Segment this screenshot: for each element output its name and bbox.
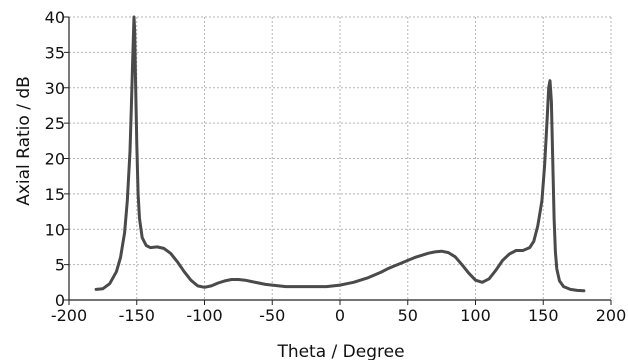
x-tick-label: 200 <box>596 306 627 325</box>
x-axis-title: Theta / Degree <box>276 342 404 360</box>
x-tick-label: 150 <box>528 306 559 325</box>
x-tick-label: -200 <box>51 306 87 325</box>
grid <box>69 17 611 300</box>
x-tick-label: 100 <box>460 306 491 325</box>
x-tick-label: 50 <box>398 306 418 325</box>
x-tick-label: -100 <box>186 306 222 325</box>
y-tick-label: 5 <box>55 256 65 275</box>
y-tick-label: 30 <box>45 79 65 98</box>
y-tick-label: 15 <box>45 185 65 204</box>
y-tick-label: 20 <box>45 150 65 169</box>
x-tick-label: 0 <box>335 306 345 325</box>
y-tick-label: 40 <box>45 8 65 27</box>
series-layer <box>94 15 586 293</box>
y-tick-label: 35 <box>45 43 65 62</box>
y-tick-label: 10 <box>45 220 65 239</box>
y-axis-title: Axial Ratio / dB <box>14 76 34 206</box>
axes <box>64 16 612 305</box>
x-tick-label: -150 <box>119 306 155 325</box>
tick-labels: -200 -150 -100 -50 0 50 100 150 200 0 5 10 15 20 25 30 3… <box>45 8 627 325</box>
x-tick-label: -50 <box>259 306 285 325</box>
axial-ratio-line <box>94 15 586 293</box>
y-tick-label: 0 <box>55 291 65 310</box>
y-tick-label: 25 <box>45 114 65 133</box>
